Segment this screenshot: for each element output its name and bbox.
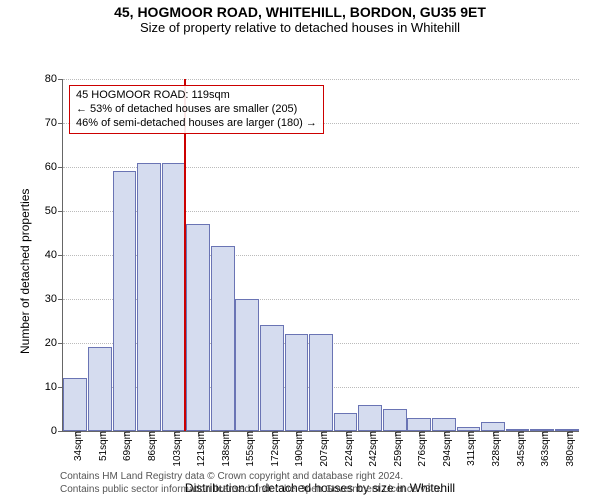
xtick-label: 380sqm (563, 431, 576, 467)
xtick-label: 345sqm (514, 431, 527, 467)
bar (235, 299, 259, 431)
bar (358, 405, 382, 431)
xtick-label: 103sqm (170, 431, 183, 467)
ytick-label: 60 (45, 161, 63, 173)
ytick-label: 40 (45, 249, 63, 261)
bar (383, 409, 407, 431)
ytick-label: 0 (51, 425, 63, 437)
xtick-label: 207sqm (317, 431, 330, 467)
y-axis-title: Number of detached properties (18, 188, 32, 353)
annotation-line: ← 53% of detached houses are smaller (20… (76, 103, 317, 117)
bar (260, 325, 284, 431)
xtick-label: 121sqm (194, 431, 207, 467)
xtick-label: 311sqm (464, 431, 477, 466)
ytick-label: 80 (45, 73, 63, 85)
bar (113, 171, 137, 431)
bar (137, 163, 161, 431)
xtick-label: 276sqm (415, 431, 428, 467)
xtick-label: 328sqm (489, 431, 502, 467)
plot-area: 0102030405060708034sqm51sqm69sqm86sqm103… (62, 79, 579, 432)
xtick-label: 51sqm (96, 431, 109, 461)
xtick-label: 155sqm (243, 431, 256, 467)
annotation-box: 45 HOGMOOR ROAD: 119sqm← 53% of detached… (69, 85, 324, 134)
bar (407, 418, 431, 431)
chart-title: 45, HOGMOOR ROAD, WHITEHILL, BORDON, GU3… (0, 0, 600, 35)
xtick-label: 242sqm (366, 431, 379, 467)
bar (285, 334, 309, 431)
ytick-label: 10 (45, 381, 63, 393)
bar (432, 418, 456, 431)
bar (88, 347, 112, 431)
xtick-label: 190sqm (292, 431, 305, 467)
xtick-label: 172sqm (268, 431, 281, 467)
annotation-line: 45 HOGMOOR ROAD: 119sqm (76, 89, 317, 103)
bar (63, 378, 87, 431)
xtick-label: 363sqm (538, 431, 551, 467)
footer-line2: Contains public sector information licen… (60, 483, 600, 496)
xtick-label: 34sqm (71, 431, 84, 461)
xtick-label: 69sqm (120, 431, 133, 461)
xtick-label: 224sqm (342, 431, 355, 467)
xtick-label: 259sqm (391, 431, 404, 467)
bar (309, 334, 333, 431)
title-line2: Size of property relative to detached ho… (0, 20, 600, 35)
bar (162, 163, 186, 431)
bar (211, 246, 235, 431)
ytick-label: 20 (45, 337, 63, 349)
ytick-label: 70 (45, 117, 63, 129)
xtick-label: 138sqm (219, 431, 232, 467)
annotation-line: 46% of semi-detached houses are larger (… (76, 117, 317, 131)
bar (481, 422, 505, 431)
xtick-label: 86sqm (145, 431, 158, 461)
bar (334, 413, 358, 431)
footer: Contains HM Land Registry data © Crown c… (0, 470, 600, 496)
footer-line1: Contains HM Land Registry data © Crown c… (60, 470, 600, 483)
title-line1: 45, HOGMOOR ROAD, WHITEHILL, BORDON, GU3… (0, 4, 600, 20)
gridline (63, 79, 579, 80)
xtick-label: 294sqm (440, 431, 453, 467)
bar (186, 224, 210, 431)
ytick-label: 50 (45, 205, 63, 217)
ytick-label: 30 (45, 293, 63, 305)
